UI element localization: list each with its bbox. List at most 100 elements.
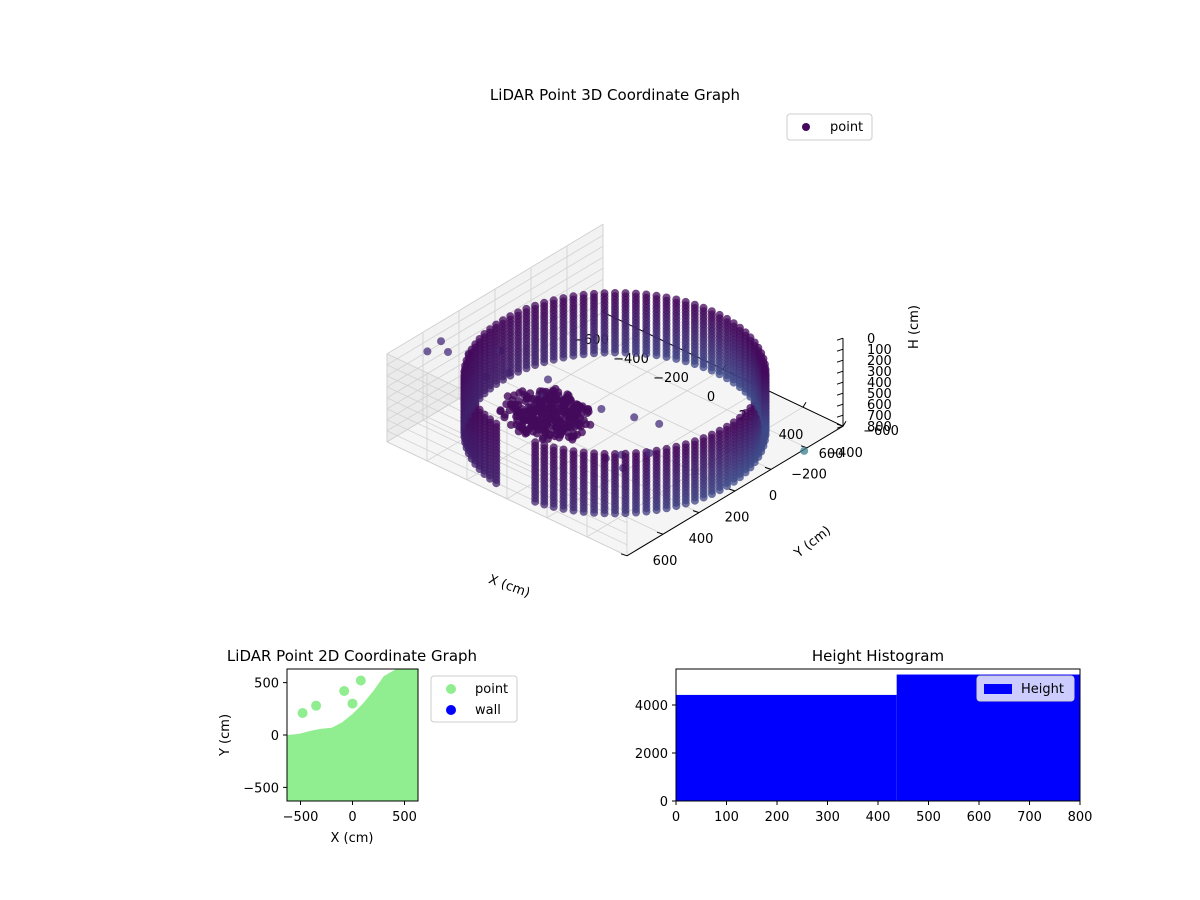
x-tick-label-2d: −500 — [283, 810, 319, 825]
lidar-point-3d — [662, 504, 671, 513]
chart-2d-legend-marker-wall — [446, 705, 456, 715]
lidar-point-3d — [611, 348, 619, 357]
y-tick-label-2d: 500 — [254, 677, 279, 692]
lidar-point-3d — [611, 509, 619, 518]
y-tick-mark — [836, 423, 844, 427]
z-tick-mark — [836, 425, 844, 429]
z-tick-mark — [836, 337, 844, 341]
z-tick-mark — [836, 359, 844, 363]
lidar-point-3d — [642, 349, 651, 358]
lidar-point-3d — [652, 506, 661, 515]
lidar-point-3d — [522, 364, 531, 373]
lidar-point-3d — [800, 446, 809, 455]
histogram-ticks: 0 100 200 300 400 500 600 700 800 0 2000 4000 — [635, 699, 1093, 825]
lidar-point-3d — [735, 473, 744, 482]
lidar-point-3d — [652, 351, 661, 360]
x-tick-label-hist: 400 — [866, 810, 891, 825]
lidar-point-2d — [297, 708, 308, 718]
lidar-point-3d — [499, 375, 507, 384]
y-tick-mark — [692, 510, 700, 514]
chart-2d-legend-marker-point — [446, 684, 456, 694]
chart-histogram: Height Histogram 0 100 200 300 400 500 600 700 8… — [635, 647, 1093, 825]
z-tick-label: 300 — [867, 365, 892, 380]
x-tick-label-hist: 700 — [1017, 810, 1042, 825]
lidar-point-3d — [506, 371, 515, 380]
x-tick-label-hist: 300 — [815, 810, 840, 825]
chart-2d-xlabel: X (cm) — [331, 831, 374, 846]
z-tick-label: 800 — [867, 420, 892, 435]
chart-2d-legend: point wall — [430, 675, 518, 723]
chart-3d-title: LiDAR Point 3D Coordinate Graph — [490, 86, 740, 104]
lidar-point-3d — [723, 374, 731, 383]
lidar-point-3d — [531, 361, 540, 370]
lidar-point-3d — [600, 348, 609, 357]
z-tick-mark — [836, 381, 844, 385]
y-tick-mark — [764, 466, 772, 470]
lidar-point-3d — [631, 349, 640, 357]
lidar-point-3d — [655, 419, 664, 428]
chart-3d-legend-label: point — [830, 120, 863, 135]
x-tick-label-hist: 800 — [1068, 810, 1093, 825]
lidar-point-2d — [347, 698, 358, 709]
z-tick-label: 500 — [867, 387, 892, 402]
z-tick-mark — [836, 348, 844, 352]
y-tick-label: 0 — [769, 489, 777, 504]
lidar-point-3d — [645, 449, 654, 458]
lidar-point-3d — [492, 380, 501, 388]
histogram-title: Height Histogram — [812, 647, 944, 665]
x-tick-label: 600 — [819, 447, 844, 462]
chart-3d-zlabel: H (cm) — [907, 305, 922, 349]
lidar-point-3d — [480, 389, 489, 398]
x-tick-label: 0 — [707, 390, 715, 405]
z-tick-mark — [836, 370, 844, 374]
lidar-point-3d — [621, 348, 630, 357]
lidar-point-3d — [544, 375, 552, 384]
lidar-point-3d — [642, 507, 651, 516]
y-tick-label-2d: 0 — [271, 729, 279, 744]
lidar-point-3d — [662, 352, 671, 361]
y-tick-label: 400 — [689, 532, 714, 547]
lidar-point-3d — [559, 504, 568, 513]
lidar-point-3d — [514, 367, 523, 376]
x-tick-label-hist: 200 — [765, 810, 790, 825]
z-tick-mark — [836, 392, 844, 396]
chart-2d-ticks: −500 0 500 −500 0 500 — [243, 677, 417, 825]
lidar-point-3d — [549, 502, 558, 511]
histogram-bar — [676, 694, 897, 801]
chart-2d-plot — [287, 669, 418, 801]
x-tick-label-2d: 0 — [348, 810, 356, 825]
lidar-point-3d — [699, 493, 708, 502]
y-tick-label: 200 — [725, 511, 750, 526]
lidar-point-3d — [569, 351, 578, 360]
lidar-point-3d — [579, 507, 588, 516]
lidar-point-3d — [475, 394, 484, 403]
lidar-point-3d — [577, 428, 586, 437]
lidar-point-3d — [569, 506, 578, 515]
histogram-legend-box — [976, 675, 1075, 702]
lidar-point-region-2d — [287, 669, 418, 801]
lidar-point-3d — [621, 509, 630, 518]
lidar-point-3d — [554, 388, 563, 397]
grid-z-ywall — [386, 441, 628, 557]
chart-3d-points — [423, 289, 809, 518]
lidar-point-3d — [672, 354, 681, 363]
chart-2d: LiDAR Point 2D Coordinate Graph −500 0 500… — [218, 647, 518, 846]
x-tick-mark — [802, 401, 807, 408]
y-tick-label-2d: −500 — [243, 781, 279, 796]
chart-3d-legend-marker — [802, 123, 810, 131]
lidar-point-3d — [423, 347, 432, 356]
grid-z-xwall — [386, 223, 604, 355]
z-tick-mark — [836, 414, 844, 418]
y-tick-label-hist: 4000 — [635, 699, 668, 714]
chart-3d-xlabel: X (cm) — [486, 572, 532, 601]
lidar-point-3d — [590, 508, 599, 517]
lidar-point-3d — [715, 486, 724, 495]
x-tick-label-hist: 100 — [714, 810, 739, 825]
grid-z-xwall — [386, 245, 604, 377]
y-tick-label: −400 — [827, 446, 863, 461]
chart-2d-legend-label-wall: wall — [475, 703, 501, 718]
x-tick-label: −400 — [613, 352, 649, 367]
lidar-point-3d — [540, 500, 549, 509]
lidar-point-3d — [540, 358, 549, 367]
